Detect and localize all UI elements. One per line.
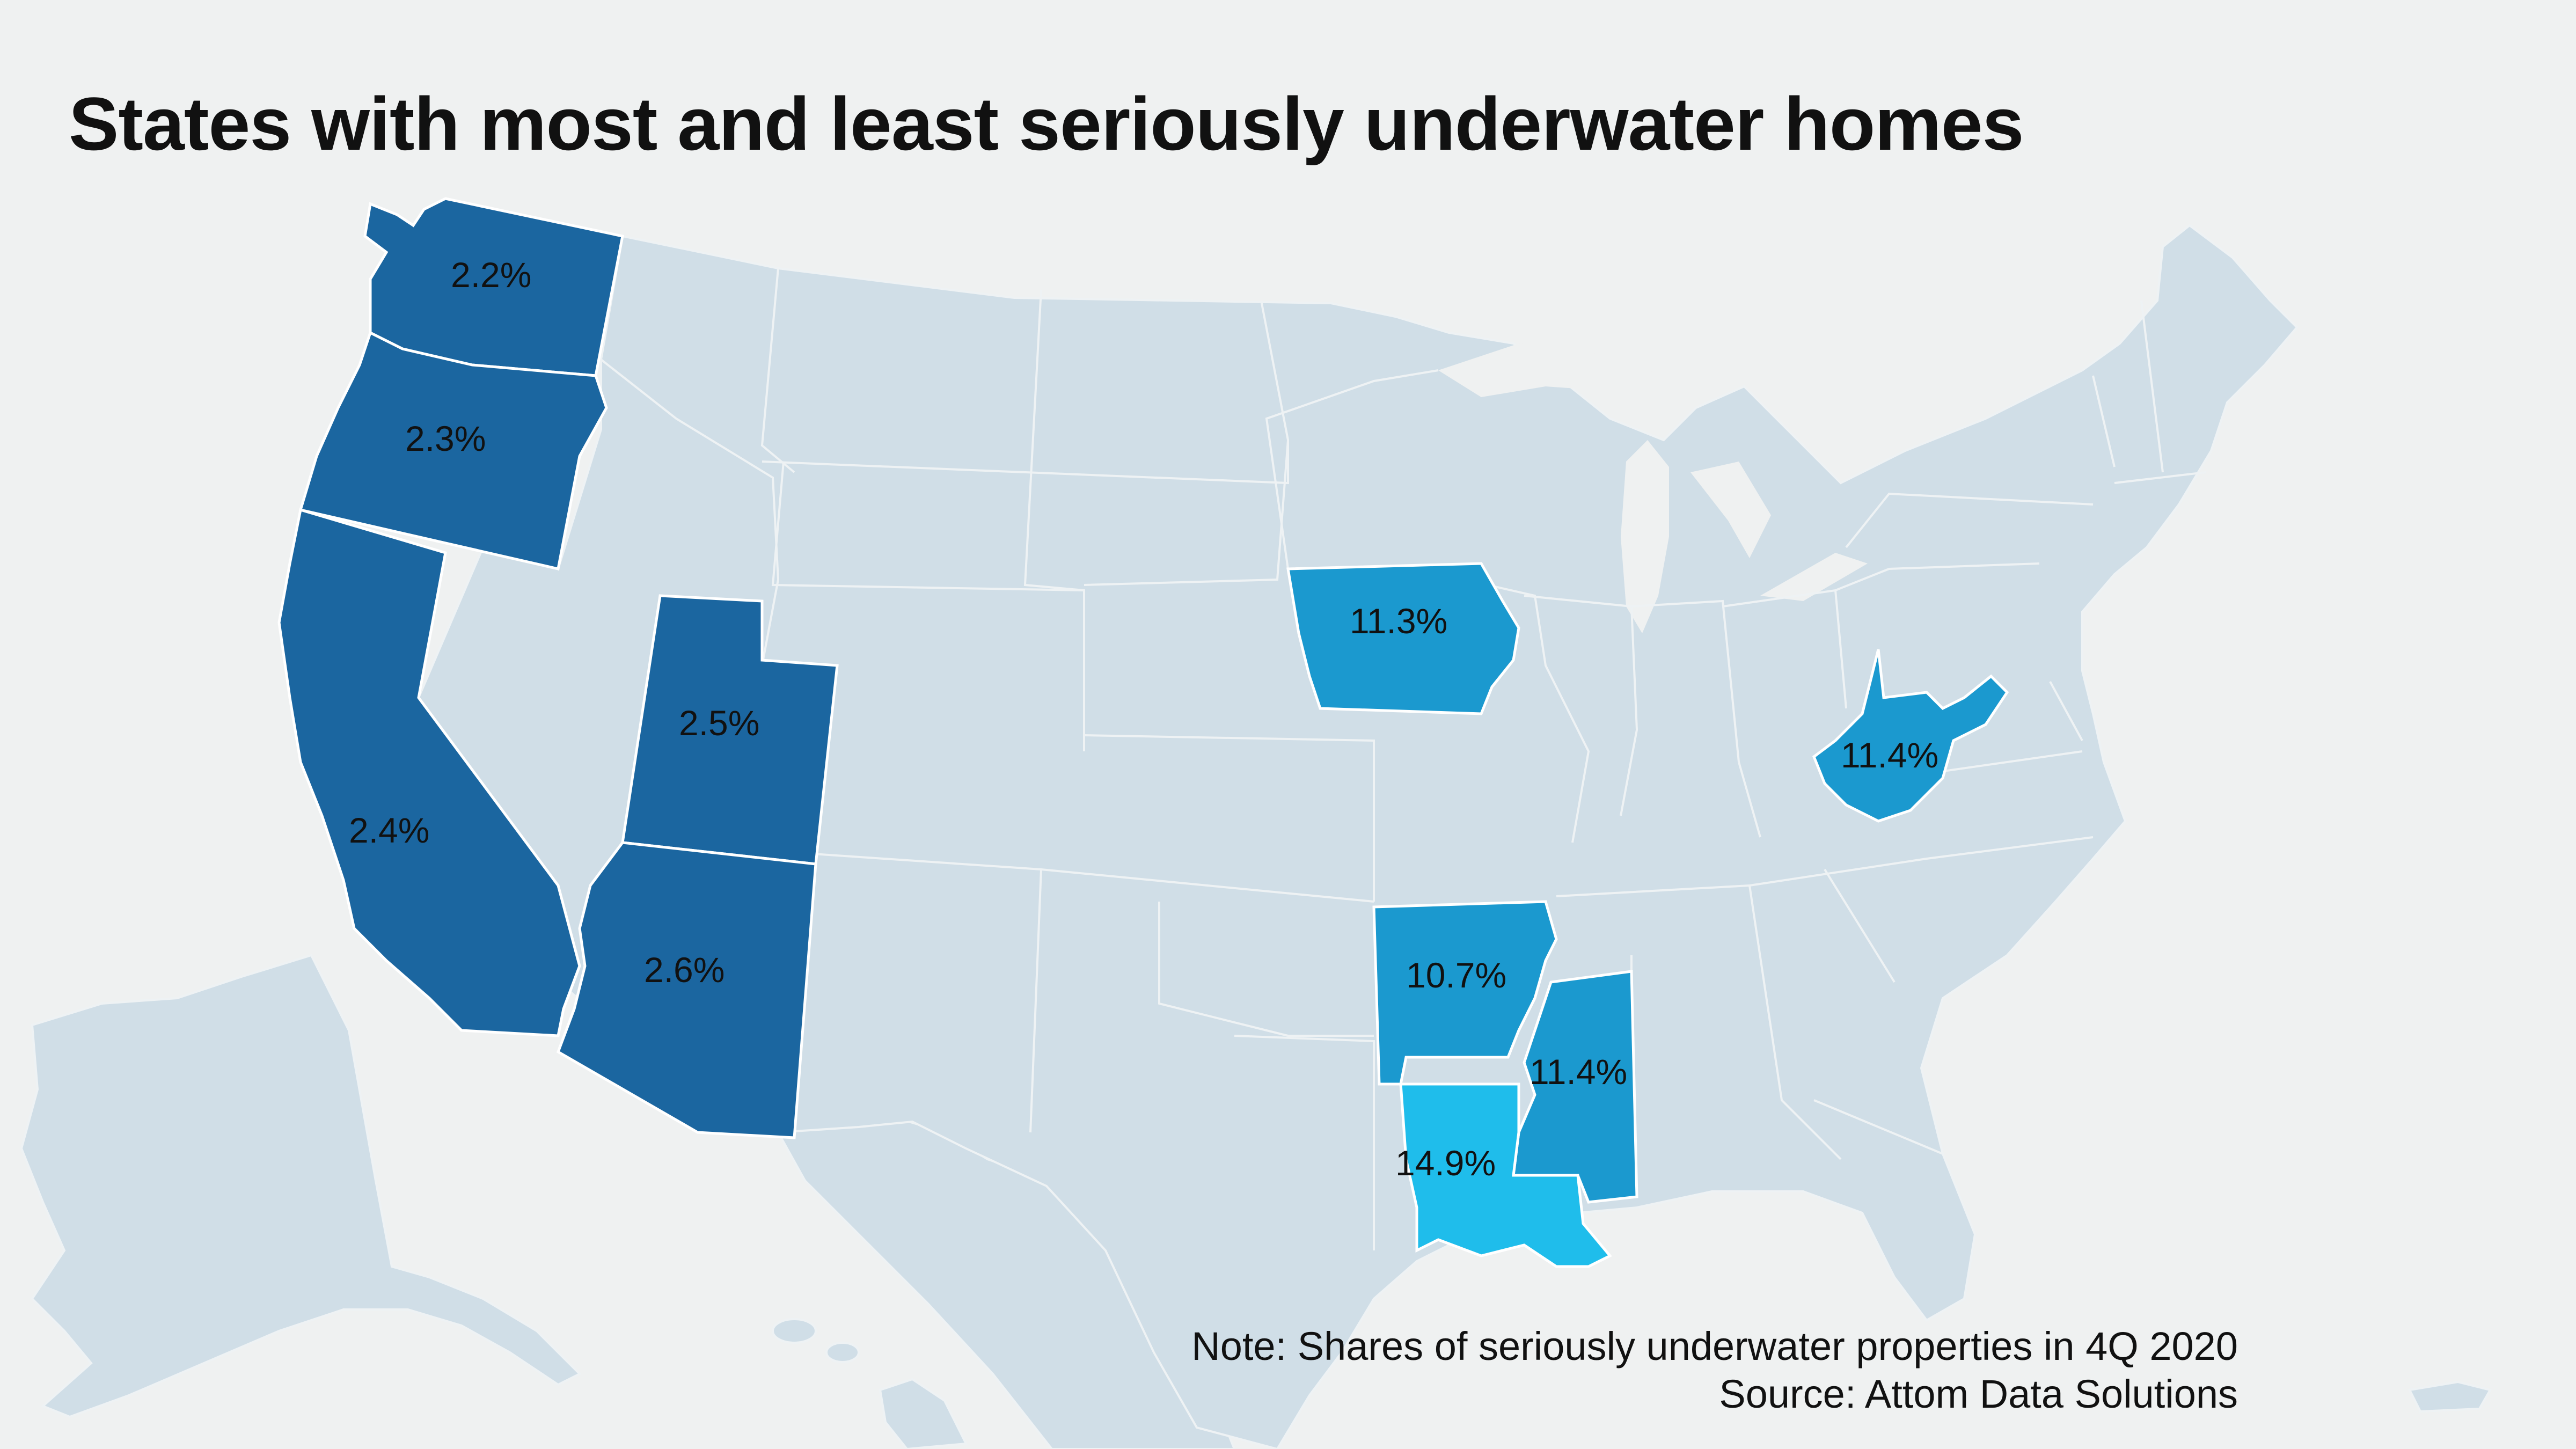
- us-base-landmass: [417, 224, 2299, 1449]
- map-title: States with most and least seriously und…: [69, 82, 2024, 166]
- state-oregon[interactable]: [298, 331, 608, 571]
- state-hawaii-island: [772, 1318, 817, 1344]
- lake-huron: [1690, 462, 1771, 558]
- arkansas-value-label: 10.7%: [1406, 955, 1506, 995]
- lake-erie: [1760, 553, 1868, 601]
- iowa-value-label: 11.3%: [1350, 601, 1447, 641]
- california-value-label: 2.4%: [349, 810, 429, 850]
- state-hawaii: [879, 1378, 968, 1449]
- washington-value-label: 2.2%: [451, 255, 531, 295]
- state-arizona[interactable]: [556, 841, 817, 1139]
- state-california[interactable]: [277, 508, 581, 1037]
- louisiana-value-label: 14.9%: [1395, 1143, 1496, 1183]
- mississippi-value-label: 11.4%: [1529, 1052, 1627, 1092]
- note-text: Note: Shares of seriously underwater pro…: [1191, 1324, 2238, 1368]
- lake-superior: [1438, 343, 1664, 397]
- lake-michigan: [1621, 440, 1669, 633]
- puerto-rico: [2408, 1380, 2492, 1413]
- arizona-value-label: 2.6%: [644, 950, 724, 990]
- footnote: Note: Shares of seriously underwater pro…: [1191, 1323, 2238, 1418]
- state-west-virginia[interactable]: [1812, 649, 2009, 823]
- oregon-value-label: 2.3%: [405, 419, 486, 458]
- utah-value-label: 2.5%: [679, 703, 759, 743]
- source-text: Source: Attom Data Solutions: [1719, 1371, 2238, 1416]
- state-borders: [600, 268, 2206, 1250]
- state-hawaii-island: [825, 1342, 860, 1363]
- state-arkansas[interactable]: [1372, 900, 1558, 1086]
- state-iowa[interactable]: [1286, 562, 1520, 715]
- state-alaska: [20, 954, 582, 1418]
- state-louisiana[interactable]: [1399, 1082, 1612, 1268]
- west-virginia-value-label: 11.4%: [1841, 735, 1938, 775]
